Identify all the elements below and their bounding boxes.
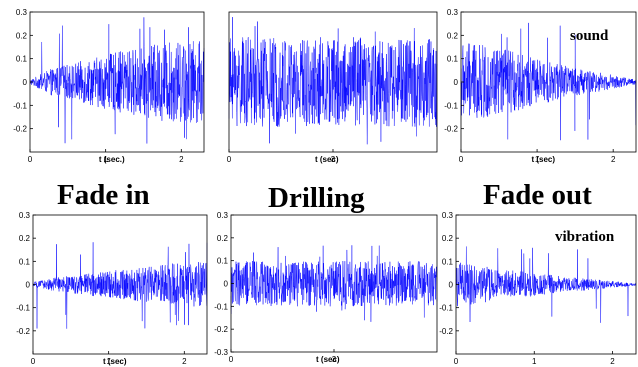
y-tick-label: -0.1 (13, 101, 27, 110)
y-tick-label: 0.1 (442, 257, 454, 266)
x-tick-label: 3 (332, 355, 337, 364)
panel-sound-drilling: 0 3t (sec) (227, 11, 438, 164)
x-tick-label: 1 (106, 357, 111, 366)
label-fade-in: Fade in (57, 179, 150, 211)
signal-waveform (32, 242, 208, 329)
signal-waveform (455, 246, 637, 323)
y-tick-label: 0 (224, 280, 229, 289)
y-tick-label: 0.3 (217, 211, 229, 220)
axes-frame (460, 11, 637, 153)
signal-waveform (228, 17, 438, 145)
y-tick-label: 0.1 (16, 55, 28, 64)
label-fade-out: Fade out (483, 179, 592, 211)
x-tick-label: 2 (179, 155, 184, 164)
y-tick-label: 0.2 (447, 31, 459, 40)
x-tick-label: 0 (227, 155, 232, 164)
y-tick-label: -0.2 (13, 125, 27, 134)
y-tick-label: 0.2 (217, 234, 229, 243)
x-tick-label: 1 (103, 155, 108, 164)
y-tick-label: 0 (23, 78, 28, 87)
y-tick-label: 0.3 (442, 211, 454, 220)
x-axis-label: t (sec) (103, 357, 127, 366)
y-tick-label: 0.3 (19, 211, 31, 220)
panel-sound-fade-out: 0.3 0.2 0.1 0 -0.1 -0.2 0 1 2 t (sec) (444, 8, 637, 164)
y-tick-label: 0.2 (442, 234, 454, 243)
y-tick-label: -0.2 (439, 327, 453, 336)
y-tick-label: 0 (454, 78, 459, 87)
x-tick-label: 1 (535, 155, 540, 164)
y-tick-label: -0.1 (16, 304, 30, 313)
signal-waveform (29, 17, 205, 144)
signal-waveform (460, 22, 637, 141)
y-tick-label: 0.2 (16, 31, 28, 40)
y-tick-label: 0.1 (217, 257, 229, 266)
y-tick-label: 0 (449, 281, 454, 290)
y-tick-label: -0.2 (16, 327, 30, 336)
y-tick-label: -0.1 (444, 101, 458, 110)
panel-sound-fade-in: 0.3 0.2 0.1 0 -0.1 -0.2 0 1 2 t (sec.) (13, 8, 205, 164)
y-tick-label: -0.1 (214, 302, 228, 311)
x-axis-label: t (sec) (315, 155, 339, 164)
x-tick-label: 2 (611, 155, 616, 164)
x-tick-label: 2 (610, 357, 615, 366)
y-tick-label: -0.3 (214, 348, 228, 357)
signal-waveform (230, 245, 438, 322)
panel-vibration-fade-in: 0.3 0.2 0.1 0 -0.1 -0.2 0 1 2 t (sec) (16, 211, 208, 366)
panel-vibration-drilling: 0.30.20.10-0.1-0.2-0.30 3t (sec) (214, 211, 438, 364)
x-tick-label: 0 (28, 155, 33, 164)
panel-vibration-fade-out: 0.3 0.2 0.1 0 -0.1 -0.2 0 1 2 (439, 211, 637, 366)
label-vibration: vibration (555, 229, 615, 245)
x-tick-label: 0 (229, 355, 234, 364)
y-tick-label: -0.2 (444, 125, 458, 134)
panels-group: 0.30.20.10-0.1-0.20 1 2t (sec.) 0 3t (sec)0.… (13, 8, 637, 366)
y-tick-label: 0.3 (16, 8, 28, 17)
x-tick-label: 0 (31, 357, 36, 366)
y-tick-label: -0.2 (214, 325, 228, 334)
y-tick-label: 0.1 (447, 55, 459, 64)
label-sound: sound (570, 28, 609, 44)
x-tick-label: 0 (454, 357, 459, 366)
x-tick-label: 1 (532, 357, 537, 366)
y-tick-label: 0 (26, 281, 31, 290)
y-tick-label: -0.1 (439, 304, 453, 313)
y-tick-label: 0.2 (19, 234, 31, 243)
y-tick-label: 0.3 (447, 8, 459, 17)
y-tick-label: 0.1 (19, 257, 31, 266)
x-tick-label: 0 (459, 155, 464, 164)
x-tick-label: 3 (331, 155, 336, 164)
x-axis-label: t (sec) (531, 155, 555, 164)
x-axis-label: t (sec) (316, 355, 340, 364)
label-drilling: Drilling (268, 182, 365, 214)
x-axis-label: t (sec.) (99, 155, 125, 164)
x-tick-label: 2 (182, 357, 187, 366)
